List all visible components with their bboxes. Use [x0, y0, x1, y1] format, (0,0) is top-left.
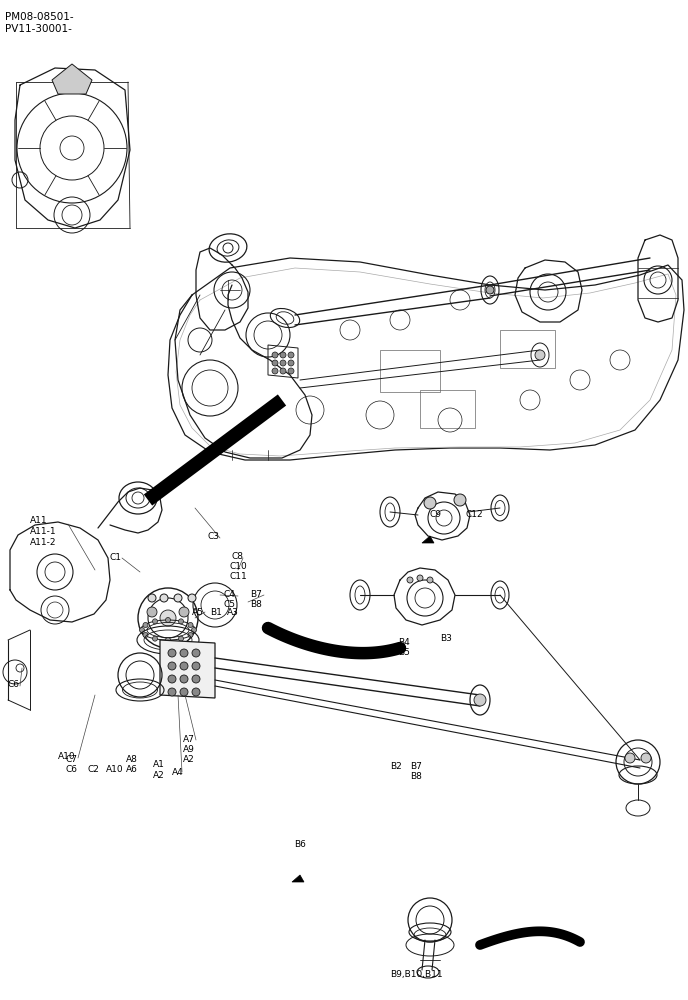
Polygon shape — [52, 64, 92, 94]
Circle shape — [180, 688, 188, 696]
Circle shape — [178, 619, 184, 624]
Circle shape — [288, 368, 294, 374]
Circle shape — [625, 753, 635, 763]
Circle shape — [178, 636, 184, 641]
Text: C11: C11 — [229, 572, 247, 581]
Circle shape — [417, 575, 423, 581]
Circle shape — [454, 494, 466, 506]
Text: B6: B6 — [294, 840, 306, 849]
Circle shape — [641, 753, 651, 763]
Text: B7: B7 — [250, 590, 262, 599]
Bar — [380, 350, 440, 392]
Circle shape — [160, 594, 168, 602]
Text: B3: B3 — [440, 634, 452, 643]
Circle shape — [474, 694, 486, 706]
Circle shape — [280, 352, 286, 358]
Circle shape — [174, 594, 182, 602]
Circle shape — [192, 675, 200, 683]
Text: B4: B4 — [398, 638, 410, 647]
Text: A2: A2 — [153, 771, 164, 780]
Text: B7: B7 — [410, 762, 422, 771]
Circle shape — [191, 628, 197, 633]
Text: C9: C9 — [430, 510, 442, 519]
Text: A11-2: A11-2 — [30, 538, 56, 547]
Circle shape — [272, 360, 278, 366]
Polygon shape — [160, 640, 215, 698]
Circle shape — [168, 675, 176, 683]
Text: A8: A8 — [126, 755, 138, 764]
Circle shape — [280, 368, 286, 374]
Text: PM08-08501-: PM08-08501- — [5, 12, 74, 22]
Circle shape — [153, 636, 158, 641]
Circle shape — [148, 594, 156, 602]
Text: PV11-30001-: PV11-30001- — [5, 24, 72, 34]
Circle shape — [192, 688, 200, 696]
Circle shape — [288, 360, 294, 366]
Circle shape — [179, 607, 189, 617]
Text: C6: C6 — [65, 765, 77, 774]
Text: B5: B5 — [398, 648, 410, 657]
Circle shape — [140, 628, 144, 633]
Circle shape — [192, 662, 200, 670]
Text: C2: C2 — [88, 765, 100, 774]
Circle shape — [168, 662, 176, 670]
Text: B9,B10,B11: B9,B10,B11 — [390, 970, 442, 979]
Circle shape — [166, 617, 171, 622]
Circle shape — [272, 368, 278, 374]
Circle shape — [153, 619, 158, 624]
Circle shape — [188, 633, 193, 638]
Text: A5: A5 — [192, 608, 204, 617]
Circle shape — [535, 350, 545, 360]
Text: B2: B2 — [390, 762, 402, 771]
Text: C10: C10 — [229, 562, 247, 571]
Circle shape — [143, 622, 148, 628]
Text: B1: B1 — [210, 608, 222, 617]
Circle shape — [180, 675, 188, 683]
Text: C8: C8 — [232, 552, 244, 561]
Circle shape — [192, 649, 200, 657]
Text: A9: A9 — [183, 745, 195, 754]
Text: C3: C3 — [208, 532, 220, 541]
Circle shape — [272, 352, 278, 358]
Polygon shape — [422, 536, 434, 543]
Circle shape — [166, 638, 171, 643]
Circle shape — [427, 577, 433, 583]
Text: A10: A10 — [58, 752, 76, 761]
Text: C7: C7 — [65, 755, 77, 764]
Text: A1: A1 — [153, 760, 165, 769]
Circle shape — [486, 286, 494, 294]
Circle shape — [180, 649, 188, 657]
Circle shape — [168, 688, 176, 696]
Text: A10: A10 — [106, 765, 124, 774]
Text: A11-1: A11-1 — [30, 527, 56, 536]
Text: A7: A7 — [183, 735, 195, 744]
Circle shape — [424, 497, 436, 509]
Circle shape — [407, 577, 413, 583]
Circle shape — [147, 607, 157, 617]
Text: C5: C5 — [224, 600, 236, 609]
Circle shape — [180, 662, 188, 670]
Bar — [500, 330, 555, 368]
Text: C6: C6 — [8, 680, 20, 689]
Text: B8: B8 — [250, 600, 262, 609]
Bar — [420, 390, 475, 428]
Text: A6: A6 — [126, 765, 138, 774]
Circle shape — [188, 594, 196, 602]
Circle shape — [288, 352, 294, 358]
Polygon shape — [292, 875, 304, 882]
Circle shape — [160, 610, 176, 626]
Text: C12: C12 — [466, 510, 484, 519]
Text: A4: A4 — [172, 768, 184, 777]
Text: C4: C4 — [224, 590, 236, 599]
Text: A11: A11 — [30, 516, 47, 525]
Circle shape — [168, 649, 176, 657]
Text: A3: A3 — [227, 608, 239, 617]
Text: C1: C1 — [110, 553, 122, 562]
Text: B8: B8 — [410, 772, 422, 781]
Circle shape — [280, 360, 286, 366]
Circle shape — [143, 633, 148, 638]
Text: A2: A2 — [183, 755, 195, 764]
Circle shape — [188, 622, 193, 628]
